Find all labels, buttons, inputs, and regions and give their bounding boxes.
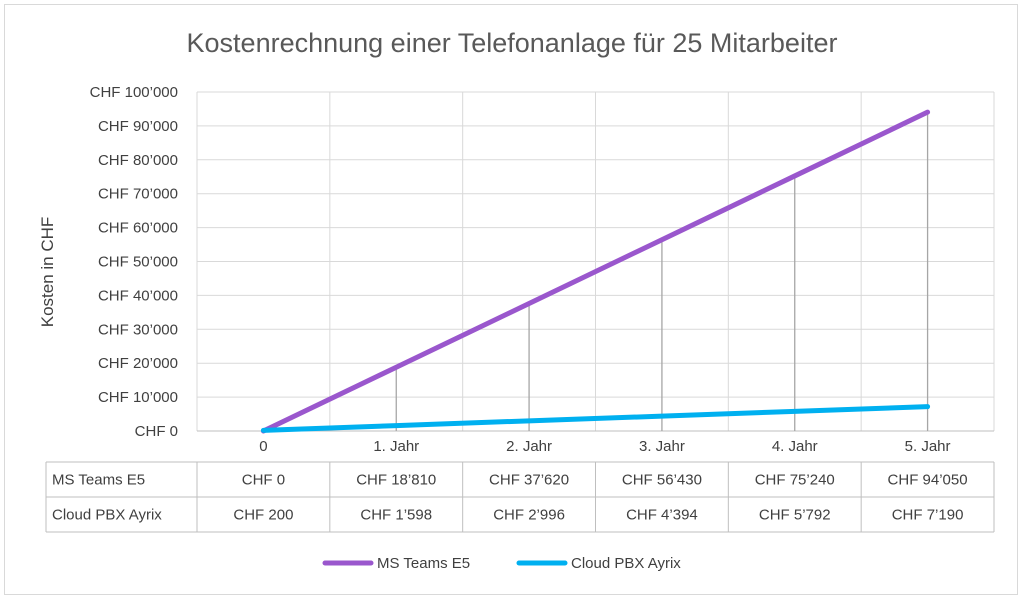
table-cell: CHF 7’190 bbox=[892, 507, 964, 524]
x-tick-label: 1. Jahr bbox=[373, 438, 419, 455]
table-cell: CHF 200 bbox=[233, 507, 293, 524]
legend-label: Cloud PBX Ayrix bbox=[571, 555, 681, 572]
table-cell: CHF 1’598 bbox=[360, 507, 432, 524]
grid-layer bbox=[196, 91, 995, 432]
y-tick-label: CHF 60’000 bbox=[98, 220, 178, 237]
data-table: MS Teams E5 CHF 0 CHF 18’810 CHF 37’620 CHF … bbox=[45, 461, 995, 533]
x-tick-label: 0 bbox=[259, 438, 267, 455]
x-tick-label: 4. Jahr bbox=[772, 438, 818, 455]
table-cell: CHF 56’430 bbox=[622, 472, 702, 489]
y-tick-label: CHF 100’000 bbox=[90, 84, 178, 101]
y-tick-label: CHF 20’000 bbox=[98, 355, 178, 372]
table-cell: CHF 2’996 bbox=[493, 507, 565, 524]
table-cell: CHF 0 bbox=[242, 472, 285, 489]
table-row-header: MS Teams E5 bbox=[52, 472, 145, 489]
table-cell: CHF 4’394 bbox=[626, 507, 698, 524]
table-cell: CHF 75’240 bbox=[755, 472, 835, 489]
table-cell: CHF 5’792 bbox=[759, 507, 831, 524]
y-tick-label: CHF 10’000 bbox=[98, 389, 178, 406]
y-axis-label: Kosten in CHF bbox=[38, 217, 57, 328]
table-row-header: Cloud PBX Ayrix bbox=[52, 507, 162, 524]
table-cell: CHF 94’050 bbox=[888, 472, 968, 489]
x-tick-label: 3. Jahr bbox=[639, 438, 685, 455]
y-tick-label: CHF 40’000 bbox=[98, 287, 178, 304]
y-tick-label: CHF 50’000 bbox=[98, 254, 178, 271]
series-line-0 bbox=[260, 109, 931, 434]
y-tick-labels: CHF 0 CHF 10’000 CHF 20’000 CHF 30’000 CHF 4… bbox=[90, 84, 178, 440]
y-tick-label: CHF 80’000 bbox=[98, 152, 178, 169]
drop-lines bbox=[395, 112, 929, 431]
y-tick-label: CHF 70’000 bbox=[98, 186, 178, 203]
series-layer bbox=[260, 109, 931, 434]
x-tick-label: 2. Jahr bbox=[506, 438, 552, 455]
table-cell: CHF 18’810 bbox=[356, 472, 436, 489]
table-cell: CHF 37’620 bbox=[489, 472, 569, 489]
series-line-1 bbox=[260, 404, 931, 433]
y-tick-label: CHF 0 bbox=[135, 423, 178, 440]
legend: MS Teams E5 Cloud PBX Ayrix bbox=[322, 555, 681, 572]
legend-label: MS Teams E5 bbox=[377, 555, 470, 572]
chart-title: Kostenrechnung einer Telefonanlage für 2… bbox=[187, 28, 838, 58]
y-tick-label: CHF 90’000 bbox=[98, 118, 178, 135]
chart-frame bbox=[4, 4, 1018, 595]
y-tick-label: CHF 30’000 bbox=[98, 321, 178, 338]
x-tick-label: 5. Jahr bbox=[905, 438, 951, 455]
x-tick-labels: 0 1. Jahr 2. Jahr 3. Jahr 4. Jahr 5. Jahr bbox=[259, 438, 950, 455]
